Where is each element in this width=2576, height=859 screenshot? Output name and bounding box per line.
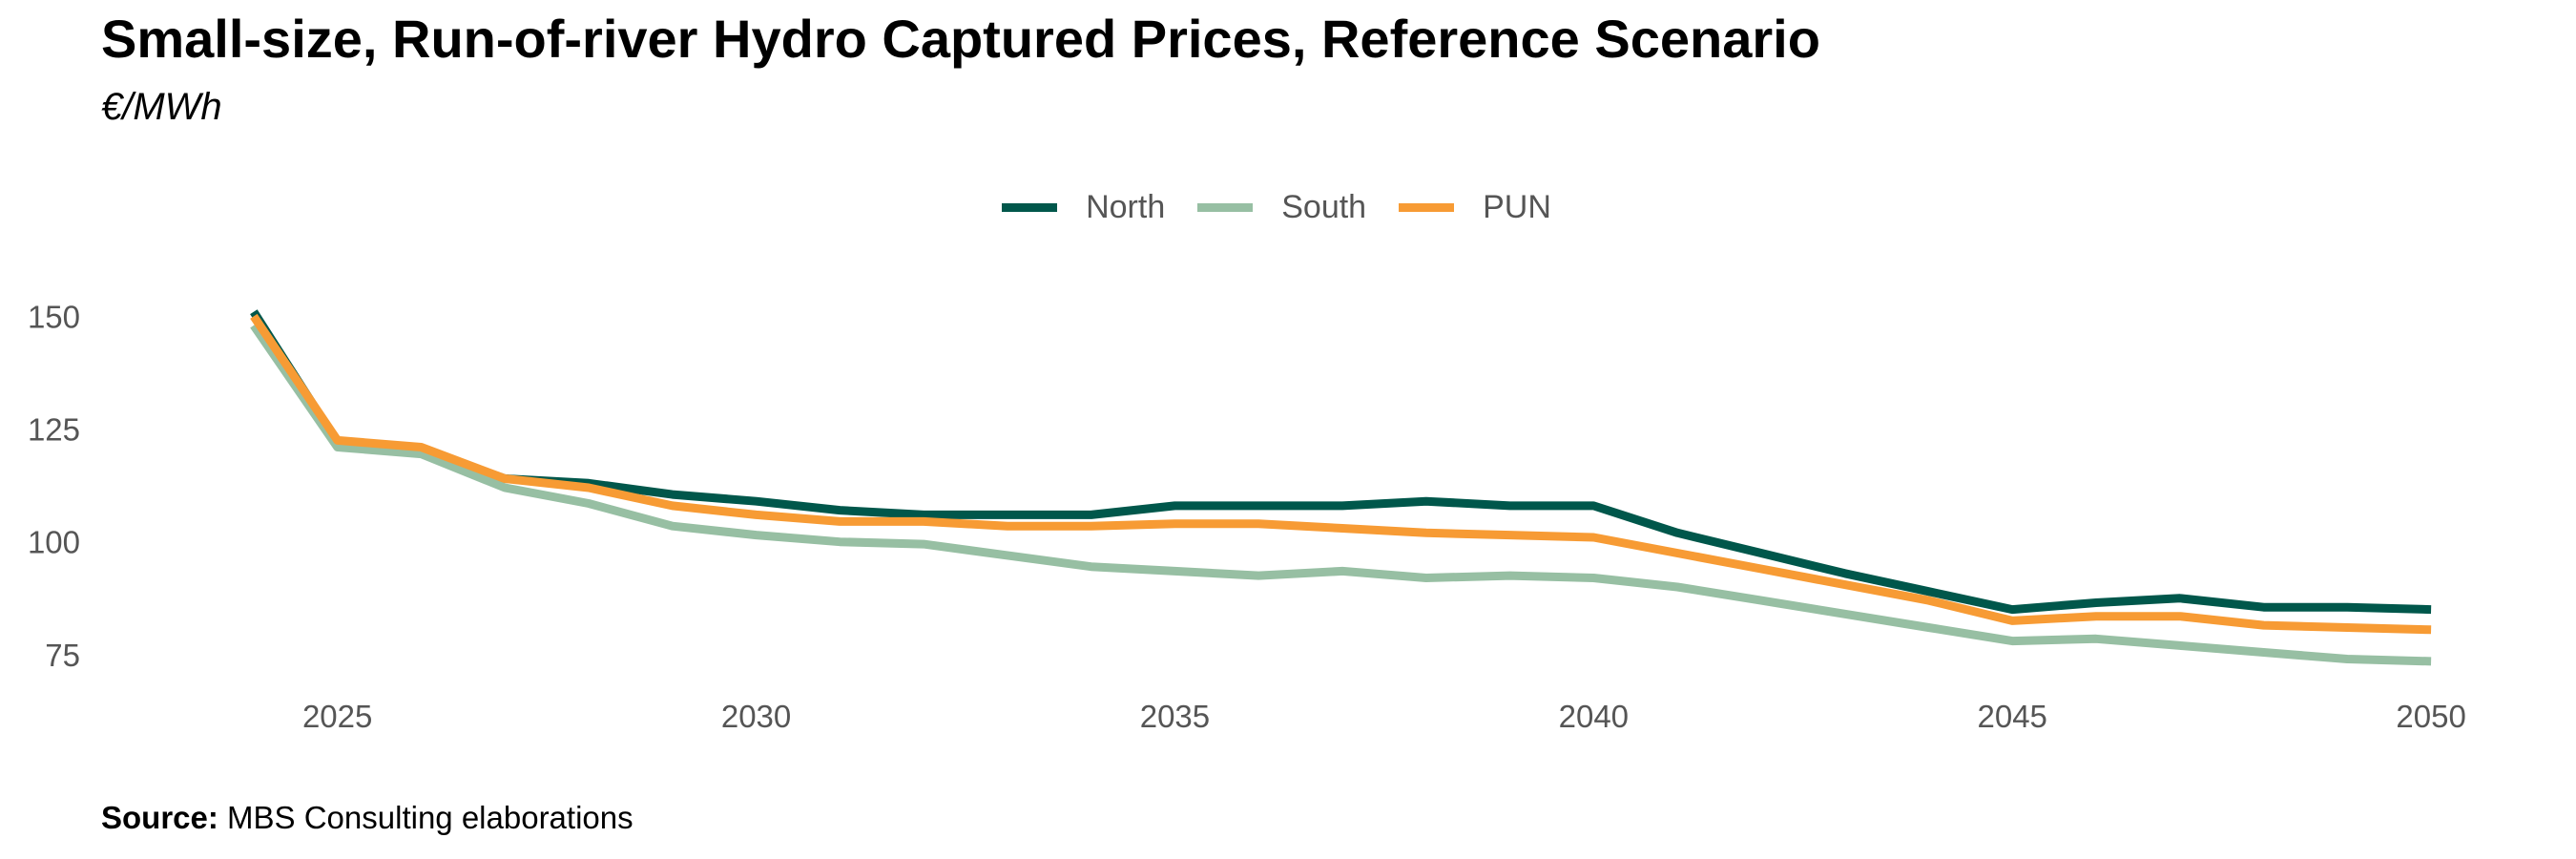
x-tick-label: 2030 (721, 699, 791, 734)
y-tick-label: 125 (28, 412, 80, 448)
y-tick-label: 100 (28, 525, 80, 560)
series-lines (250, 309, 2432, 666)
y-tick-label: 150 (28, 299, 80, 334)
source-note: Source: MBS Consulting elaborations (101, 800, 634, 836)
x-tick-label: 2035 (1140, 699, 1210, 734)
x-axis: 2025 2030 2035 2040 2045 2050 (302, 699, 2466, 734)
legend-item-north: North (1002, 189, 1165, 226)
legend-swatch-north (1002, 203, 1058, 212)
y-axis: 75 100 125 150 (28, 299, 80, 672)
legend-label-pun: PUN (1483, 189, 1551, 225)
legend-item-south: South (1197, 189, 1366, 226)
y-tick-label: 75 (45, 638, 80, 673)
chart-legend: North South PUN (0, 189, 2565, 226)
legend-item-pun: PUN (1399, 189, 1551, 226)
x-tick-label: 2025 (302, 699, 372, 734)
series-line-south (250, 323, 2432, 666)
legend-swatch-south (1197, 203, 1254, 212)
x-tick-label: 2050 (2396, 699, 2465, 734)
legend-swatch-pun (1399, 203, 1455, 212)
x-tick-label: 2045 (1978, 699, 2047, 734)
legend-label-south: South (1281, 189, 1367, 225)
source-text: MBS Consulting elaborations (227, 800, 634, 835)
legend-label-north: North (1086, 189, 1166, 225)
series-line-north (250, 309, 2432, 615)
chart-title: Small-size, Run-of-river Hydro Captured … (101, 9, 1820, 69)
chart-subtitle: €/MWh (101, 86, 222, 128)
x-tick-label: 2040 (1559, 699, 1629, 734)
series-line-pun (250, 313, 2432, 635)
source-label: Source: (101, 800, 218, 835)
